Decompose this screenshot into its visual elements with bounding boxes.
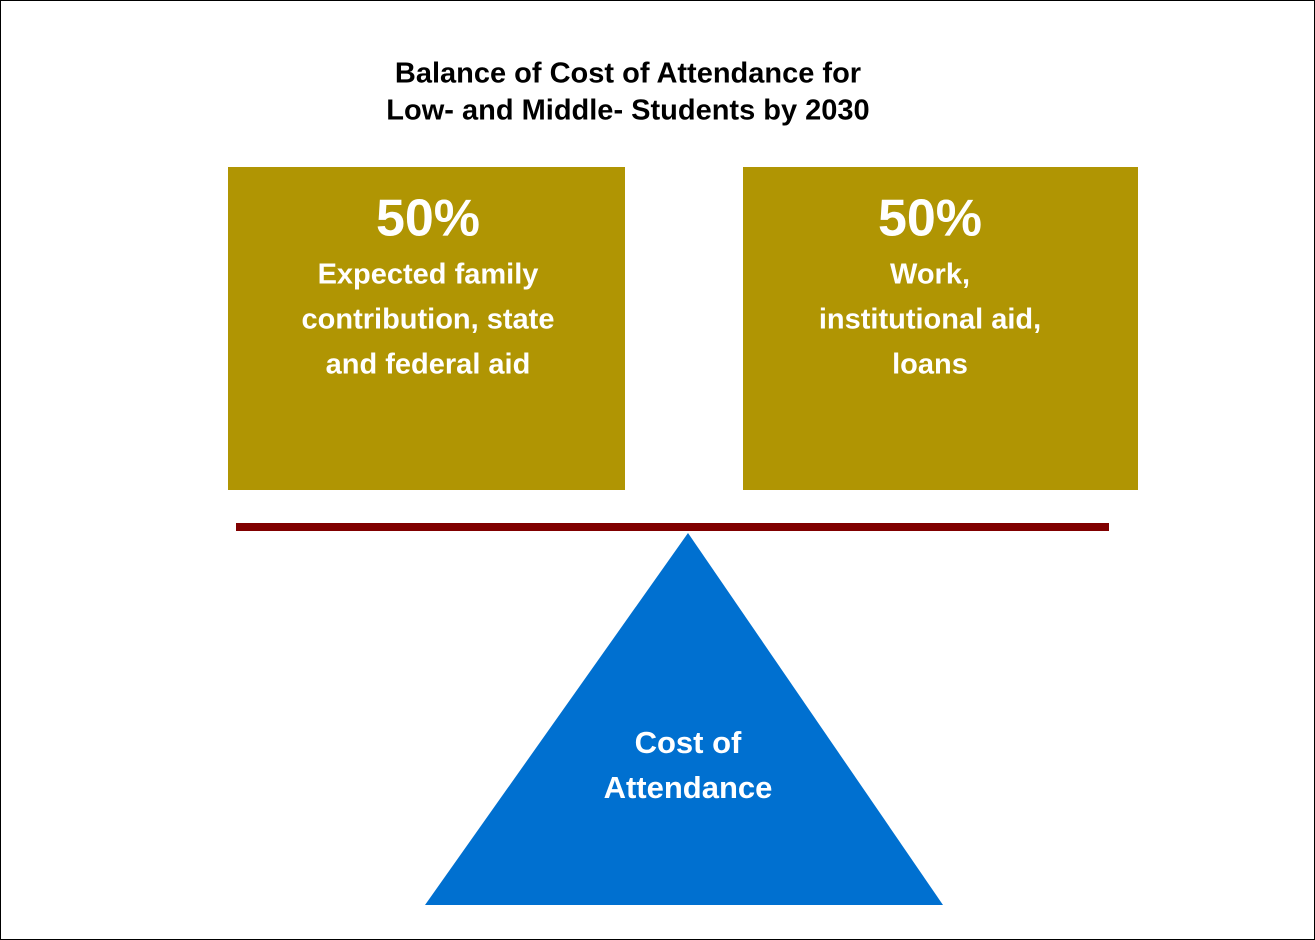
- title-line: Balance of Cost of Attendance for: [395, 58, 861, 90]
- box-label: Work,: [890, 259, 970, 291]
- fulcrum-label: Attendance: [604, 770, 773, 805]
- box-label: and federal aid: [326, 349, 531, 381]
- beam: [236, 523, 1109, 531]
- box-label: contribution, state: [302, 304, 555, 336]
- title-line: Low- and Middle- Students by 2030: [386, 95, 869, 127]
- fulcrum: [425, 533, 943, 905]
- box: [228, 167, 625, 490]
- fulcrum-label: Cost of: [635, 725, 742, 760]
- box-percent: 50%: [878, 190, 982, 248]
- box-percent: 50%: [376, 190, 480, 248]
- box-label: Expected family: [318, 259, 539, 291]
- box: [743, 167, 1138, 490]
- box-label: loans: [892, 349, 968, 381]
- box-label: institutional aid,: [819, 304, 1041, 336]
